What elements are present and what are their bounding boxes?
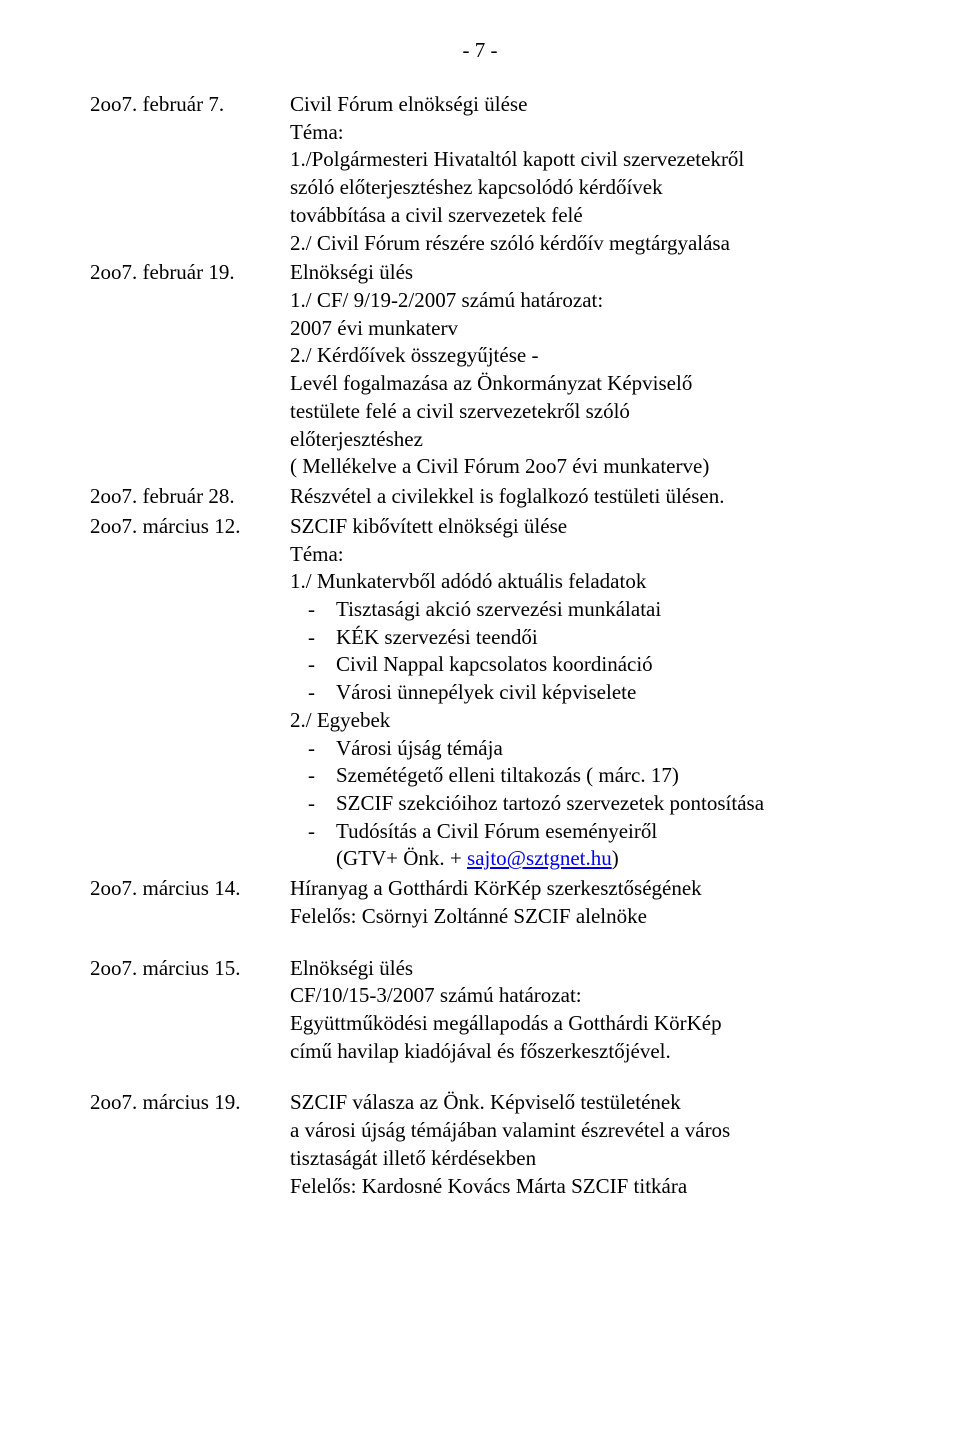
list-text: SZCIF szekcióihoz tartozó szervezetek po… [336, 790, 960, 818]
spacer [90, 1067, 960, 1089]
text-line: 1./ CF/ 9/19-2/2007 számú határozat: [290, 287, 960, 315]
entry-row: 2oo7. március 19. SZCIF válasza az Önk. … [90, 1089, 960, 1200]
text-line: 2./ Egyebek [290, 707, 960, 735]
entry-date: 2oo7. március 14. [90, 875, 290, 930]
bullet-dash-icon: - [290, 790, 336, 818]
list-item: - Városi újság témája [290, 735, 960, 763]
paren-suffix: ) [612, 846, 619, 870]
text-line: a városi újság témájában valamint észrev… [290, 1117, 960, 1145]
text-line: Felelős: Csörnyi Zoltánné SZCIF alelnöke [290, 903, 960, 931]
bullet-dash-icon: - [290, 596, 336, 624]
text-line: Levél fogalmazása az Önkormányzat Képvis… [290, 370, 960, 398]
entry-date: 2oo7. február 19. [90, 259, 290, 481]
text-line: 2./ Civil Fórum részére szóló kérdőív me… [290, 230, 960, 258]
list-text: Városi újság témája [336, 735, 960, 763]
entry-body: SZCIF válasza az Önk. Képviselő testület… [290, 1089, 960, 1200]
entry-date: 2oo7. március 19. [90, 1089, 290, 1200]
list-item: - Tisztasági akció szervezési munkálatai [290, 596, 960, 624]
entry-body: SZCIF kibővített elnökségi ülése Téma: 1… [290, 513, 960, 873]
text-line: továbbítása a civil szervezetek felé [290, 202, 960, 230]
text-line: Részvétel a civilekkel is foglalkozó tes… [290, 483, 960, 511]
entry-row: 2oo7. február 28. Részvétel a civilekkel… [90, 483, 960, 511]
text-line: SZCIF válasza az Önk. Képviselő testület… [290, 1089, 960, 1117]
text-line: 1./Polgármesteri Hivataltól kapott civil… [290, 146, 960, 174]
entry-row: 2oo7. március 15. Elnökségi ülés CF/10/1… [90, 955, 960, 1066]
text-line: ( Mellékelve a Civil Fórum 2oo7 évi munk… [290, 453, 960, 481]
list-item: - Tudósítás a Civil Fórum eseményeiről [290, 818, 960, 846]
text-line: 2007 évi munkaterv [290, 315, 960, 343]
list-text: Tudósítás a Civil Fórum eseményeiről [336, 818, 960, 846]
entry-row: 2oo7. március 14. Híranyag a Gotthárdi K… [90, 875, 960, 930]
text-line: SZCIF kibővített elnökségi ülése [290, 513, 960, 541]
entry-body: Civil Fórum elnökségi ülése Téma: 1./Pol… [290, 91, 960, 257]
list-item: - KÉK szervezési teendői [290, 624, 960, 652]
entry-date: 2oo7. március 12. [90, 513, 290, 873]
text-line: Híranyag a Gotthárdi KörKép szerkesztősé… [290, 875, 960, 903]
entry-row: 2oo7. február 7. Civil Fórum elnökségi ü… [90, 91, 960, 257]
entry-date: 2oo7. március 15. [90, 955, 290, 1066]
email-link[interactable]: sajto@sztgnet.hu [467, 846, 612, 870]
list-text: KÉK szervezési teendői [336, 624, 960, 652]
document-page: - 7 - 2oo7. február 7. Civil Fórum elnök… [0, 0, 960, 1442]
text-line: Elnökségi ülés [290, 259, 960, 287]
paren-prefix: (GTV+ Önk. + [336, 846, 467, 870]
bullet-dash-icon: - [290, 818, 336, 846]
text-line: Elnökségi ülés [290, 955, 960, 983]
page-number: - 7 - [0, 38, 960, 63]
bullet-dash-icon: - [290, 735, 336, 763]
bullet-dash-icon: - [290, 679, 336, 707]
text-line: előterjesztéshez [290, 426, 960, 454]
text-line: című havilap kiadójával és főszerkesztőj… [290, 1038, 960, 1066]
entry-row: 2oo7. február 19. Elnökségi ülés 1./ CF/… [90, 259, 960, 481]
text-line: Téma: [290, 541, 960, 569]
bullet-dash-icon: - [290, 762, 336, 790]
entry-body: Elnökségi ülés CF/10/15-3/2007 számú hat… [290, 955, 960, 1066]
text-line: Civil Fórum elnökségi ülése [290, 91, 960, 119]
list-text: Tisztasági akció szervezési munkálatai [336, 596, 960, 624]
spacer [90, 933, 960, 955]
text-line: Téma: [290, 119, 960, 147]
text-line: Együttműködési megállapodás a Gotthárdi … [290, 1010, 960, 1038]
list-text: Városi ünnepélyek civil képviselete [336, 679, 960, 707]
bullet-dash-icon: - [290, 651, 336, 679]
entry-body: Részvétel a civilekkel is foglalkozó tes… [290, 483, 960, 511]
text-line: szóló előterjesztéshez kapcsolódó kérdőí… [290, 174, 960, 202]
list-item: - SZCIF szekcióihoz tartozó szervezetek … [290, 790, 960, 818]
entry-body: Híranyag a Gotthárdi KörKép szerkesztősé… [290, 875, 960, 930]
text-line: testülete felé a civil szervezetekről sz… [290, 398, 960, 426]
list-item: - Szemétégető elleni tiltakozás ( márc. … [290, 762, 960, 790]
list-text: Szemétégető elleni tiltakozás ( márc. 17… [336, 762, 960, 790]
entry-date: 2oo7. február 7. [90, 91, 290, 257]
list-text: Civil Nappal kapcsolatos koordináció [336, 651, 960, 679]
text-line: Felelős: Kardosné Kovács Márta SZCIF tit… [290, 1173, 960, 1201]
text-line: (GTV+ Önk. + sajto@sztgnet.hu) [290, 845, 960, 873]
text-line: tisztaságát illető kérdésekben [290, 1145, 960, 1173]
text-line: 1./ Munkatervből adódó aktuális feladato… [290, 568, 960, 596]
bullet-dash-icon: - [290, 624, 336, 652]
entry-body: Elnökségi ülés 1./ CF/ 9/19-2/2007 számú… [290, 259, 960, 481]
text-line: 2./ Kérdőívek összegyűjtése - [290, 342, 960, 370]
entry-row: 2oo7. március 12. SZCIF kibővített elnök… [90, 513, 960, 873]
text-line: CF/10/15-3/2007 számú határozat: [290, 982, 960, 1010]
entry-date: 2oo7. február 28. [90, 483, 290, 511]
list-item: - Városi ünnepélyek civil képviselete [290, 679, 960, 707]
list-item: - Civil Nappal kapcsolatos koordináció [290, 651, 960, 679]
